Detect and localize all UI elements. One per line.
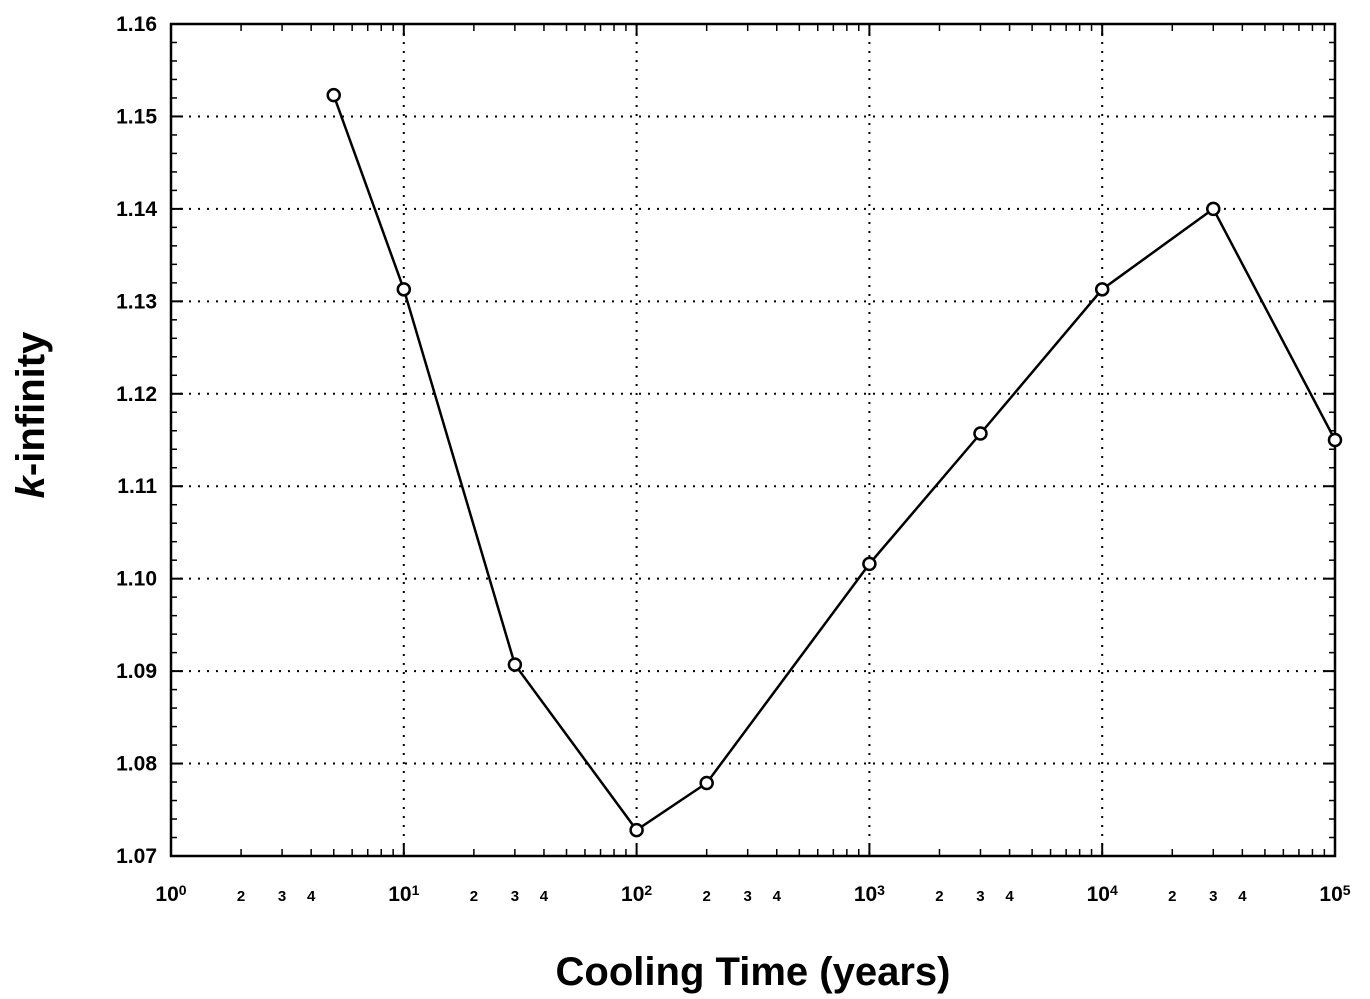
x-tick-base: 10 <box>621 883 644 906</box>
x-tick-exponent: 0 <box>179 882 187 898</box>
data-point <box>396 282 412 297</box>
x-tick-label: 105 <box>1319 882 1350 906</box>
x-minor-tick-label: 2 <box>237 888 245 905</box>
y-tick-label: 1.13 <box>116 290 157 313</box>
y-tick-label: 1.16 <box>116 13 157 36</box>
x-tick-exponent: 1 <box>412 882 420 898</box>
y-tick-label: 1.10 <box>116 568 157 591</box>
y-axis-title: k-infinity <box>9 331 53 498</box>
x-minor-tick-label: 2 <box>1168 888 1176 905</box>
x-tick-label: 102 <box>621 882 652 906</box>
x-minor-tick-label: 4 <box>773 888 782 905</box>
y-axis-title-italic: k <box>9 474 53 498</box>
x-minor-tick-label: 4 <box>540 888 549 905</box>
y-tick-label: 1.12 <box>116 383 157 406</box>
x-minor-tick-label: 3 <box>976 888 984 905</box>
x-tick-base: 10 <box>1319 883 1342 906</box>
plot-frame <box>169 22 1337 858</box>
x-minor-tick-label: 3 <box>1209 888 1217 905</box>
x-tick-exponent: 4 <box>1110 882 1118 898</box>
x-tick-exponent: 2 <box>644 882 652 898</box>
x-tick-label: 103 <box>854 882 885 906</box>
y-tick-labels: 1.07 1.08 1.09 1.10 1.11 1.12 1.13 1.14 1.15 1.16 <box>116 13 157 868</box>
x-tick-base: 10 <box>155 883 178 906</box>
data-point <box>1206 201 1221 217</box>
x-minor-tick-label: 4 <box>1005 888 1014 905</box>
x-minor-tick-label: 4 <box>307 888 316 905</box>
y-tick-label: 1.09 <box>116 660 157 683</box>
x-tick-exponent: 3 <box>877 882 885 898</box>
x-minor-tick-label: 3 <box>744 888 752 905</box>
x-minor-tick-label: 2 <box>470 888 478 905</box>
data-point <box>629 822 644 838</box>
x-tick-base: 10 <box>388 883 411 906</box>
grid-lines <box>171 24 1335 856</box>
data-point <box>326 87 341 103</box>
data-point <box>973 426 988 441</box>
series-line <box>332 94 1337 832</box>
y-tick-label: 1.11 <box>117 475 157 498</box>
x-axis-title: Cooling Time (years) <box>556 950 951 994</box>
data-point <box>699 775 714 791</box>
x-minor-tick-label: 2 <box>703 888 711 905</box>
x-minor-tick-label: 3 <box>278 888 286 905</box>
data-point <box>507 657 523 672</box>
data-series <box>326 87 1343 838</box>
y-axis-title-rest: -infinity <box>9 331 53 476</box>
x-tick-label: 104 <box>1087 882 1118 906</box>
data-point <box>1094 282 1110 297</box>
data-point <box>1327 432 1343 448</box>
x-minor-tick-label: 4 <box>1238 888 1247 905</box>
axis-ticks <box>170 23 1336 857</box>
x-tick-base: 10 <box>1087 883 1110 906</box>
x-tick-label: 101 <box>388 882 419 906</box>
data-point <box>862 556 877 572</box>
y-tick-label: 1.07 <box>116 845 157 868</box>
y-tick-label: 1.15 <box>116 105 157 128</box>
x-tick-base: 10 <box>854 883 877 906</box>
x-tick-label: 100 <box>155 882 186 906</box>
x-minor-tick-label: 2 <box>935 888 943 905</box>
x-minor-tick-label: 3 <box>511 888 519 905</box>
y-tick-label: 1.14 <box>116 198 157 221</box>
y-tick-label: 1.08 <box>116 753 157 776</box>
x-tick-exponent: 5 <box>1343 882 1351 898</box>
